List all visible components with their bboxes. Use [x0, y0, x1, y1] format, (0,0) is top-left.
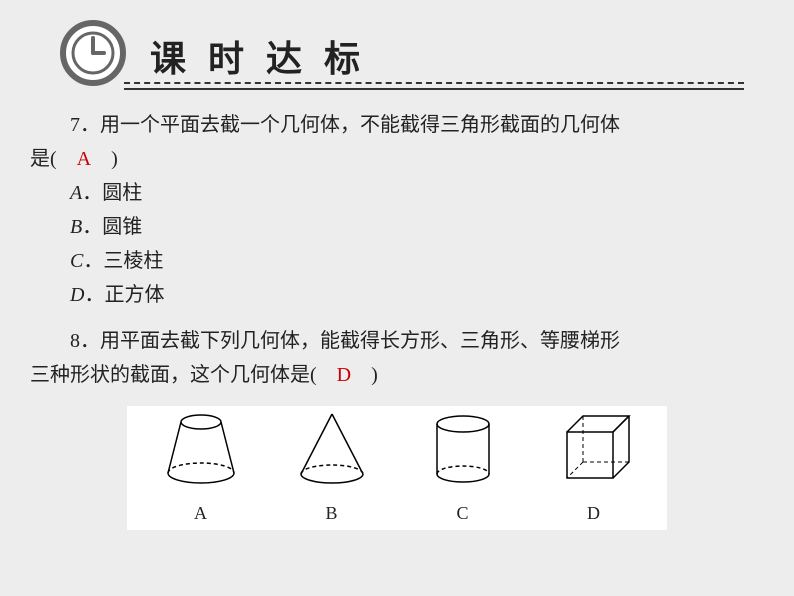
q7-suffix: )	[91, 148, 118, 170]
q7-opt-b-label: B	[70, 216, 82, 238]
solid-line	[124, 88, 744, 90]
q7-prefix: 是(	[30, 148, 77, 170]
figures-panel: A B C	[127, 406, 667, 530]
figure-a: A	[135, 408, 266, 529]
cone-icon	[287, 408, 377, 494]
q7-opt-a-text: ．圆柱	[82, 182, 142, 204]
cylinder-icon	[418, 408, 508, 494]
q8-answer: D	[337, 364, 351, 386]
figure-b-label: B	[325, 498, 337, 529]
figure-c-label: C	[456, 498, 468, 529]
figure-d-label: D	[587, 498, 600, 529]
q7-opt-d-text: ．正方体	[84, 284, 164, 306]
q7-opt-c-label: C	[70, 250, 83, 272]
q8-stem-line2: 三种形状的截面，这个几何体是( D )	[30, 358, 764, 392]
q7-options: A．圆柱 B．圆锥 C．三棱柱 D．正方体	[30, 176, 764, 312]
header: 课时达标	[0, 0, 794, 104]
question-8: 8．用平面去截下列几何体，能截得长方形、三角形、等腰梯形 三种形状的截面，这个几…	[30, 324, 764, 392]
figure-d: D	[528, 408, 659, 529]
q7-option-a: A．圆柱	[70, 176, 764, 210]
q7-opt-b-text: ．圆锥	[82, 216, 142, 238]
q8-suffix: )	[351, 364, 378, 386]
q7-opt-d-label: D	[70, 284, 84, 306]
q7-option-d: D．正方体	[70, 278, 764, 312]
clock-icon	[60, 20, 126, 86]
q7-option-b: B．圆锥	[70, 210, 764, 244]
frustum-icon	[156, 408, 246, 494]
q7-opt-c-text: ．三棱柱	[83, 250, 163, 272]
question-7: 7．用一个平面去截一个几何体，不能截得三角形截面的几何体 是( A ) A．圆柱…	[30, 108, 764, 312]
figure-a-label: A	[194, 498, 207, 529]
q8-stem-line1: 8．用平面去截下列几何体，能截得长方形、三角形、等腰梯形	[30, 324, 764, 358]
q7-option-c: C．三棱柱	[70, 244, 764, 278]
q7-opt-a-label: A	[70, 182, 82, 204]
dash-line	[124, 82, 744, 84]
q7-stem-line2: 是( A )	[30, 142, 764, 176]
content: 7．用一个平面去截一个几何体，不能截得三角形截面的几何体 是( A ) A．圆柱…	[0, 108, 794, 530]
figure-b: B	[266, 408, 397, 529]
q7-stem-line1: 7．用一个平面去截一个几何体，不能截得三角形截面的几何体	[30, 108, 764, 142]
figure-c: C	[397, 408, 528, 529]
page-title: 课时达标	[150, 30, 382, 82]
q8-prefix: 三种形状的截面，这个几何体是(	[30, 364, 337, 386]
q7-answer: A	[77, 148, 91, 170]
cube-icon	[549, 408, 639, 494]
